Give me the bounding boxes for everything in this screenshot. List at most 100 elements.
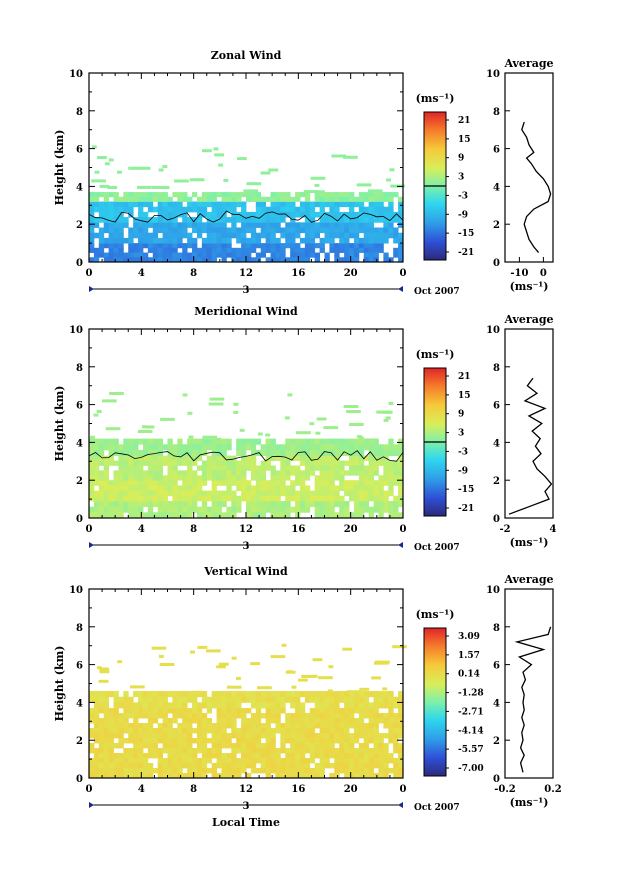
heatmap-cell — [270, 728, 276, 734]
heatmap-cell — [398, 718, 404, 724]
heatmap-cell — [363, 768, 370, 774]
heatmap-cell — [108, 158, 114, 162]
heatmap-cell — [299, 495, 306, 502]
heatmap-cell — [382, 687, 388, 691]
average-y-tick-label: 2 — [493, 220, 500, 231]
heatmap-cell — [113, 713, 119, 719]
heatmap-cell — [174, 179, 189, 183]
heatmap-cell — [216, 512, 222, 519]
heatmap-cell — [113, 718, 119, 724]
heatmap-cell — [260, 222, 267, 228]
heatmap-cell — [118, 490, 124, 497]
heatmap-cell — [315, 431, 321, 435]
heatmap-cell — [290, 196, 296, 202]
heatmap-cell — [89, 232, 95, 239]
heatmap-cell — [319, 748, 325, 754]
heatmap-cell — [265, 743, 271, 749]
heatmap-cell — [358, 512, 365, 519]
heatmap-cell — [323, 426, 339, 430]
heatmap-cell — [93, 768, 100, 774]
heatmap-cell — [329, 211, 335, 218]
heatmap-cell — [147, 723, 154, 729]
heatmap-cell — [201, 470, 208, 476]
heatmap-cell — [378, 247, 384, 253]
heatmap-cell — [206, 753, 213, 759]
heatmap-cell — [268, 168, 279, 172]
heatmap-cell — [295, 495, 301, 502]
heatmap-cell — [299, 449, 306, 457]
heatmap-cell — [98, 691, 105, 698]
heatmap-cell — [329, 708, 335, 714]
heatmap-cell — [285, 237, 291, 244]
heatmap-cell — [236, 691, 242, 698]
heatmap-cell — [196, 206, 203, 213]
heatmap-cell — [349, 196, 355, 202]
heatmap-cell — [236, 470, 242, 476]
heatmap-cell — [265, 733, 271, 739]
heatmap-cell — [206, 506, 213, 513]
heatmap-cell — [147, 733, 154, 739]
heatmap-cell — [167, 728, 173, 734]
heatmap-cell — [241, 480, 247, 486]
heatmap-cell — [192, 475, 198, 481]
heatmap-cell — [314, 438, 320, 445]
heatmap-cell — [138, 733, 144, 739]
heatmap-cell — [152, 222, 159, 228]
heatmap-cell — [206, 723, 213, 729]
heatmap-cell — [108, 773, 114, 779]
heatmap-cell — [265, 495, 271, 502]
heatmap-cell — [98, 470, 105, 476]
heatmap-cell — [201, 758, 208, 764]
heatmap-cell — [299, 728, 306, 734]
heatmap-cell — [196, 708, 203, 714]
heatmap-cell — [187, 743, 193, 749]
heatmap-cell — [138, 490, 144, 497]
heatmap-cell — [334, 512, 340, 519]
heatmap-cell — [162, 247, 168, 253]
heatmap-cell — [211, 512, 217, 519]
heatmap-cell — [388, 512, 394, 519]
heatmap-cell — [123, 460, 129, 466]
heatmap-cell — [98, 718, 105, 724]
heatmap-cell — [103, 696, 110, 703]
heatmap-cell — [231, 723, 237, 729]
heatmap-cell — [211, 211, 217, 218]
heatmap-cell — [373, 773, 379, 779]
heatmap-cell — [221, 217, 227, 223]
heatmap-cell — [285, 465, 291, 471]
heatmap-cell — [265, 196, 271, 202]
heatmap-cell — [339, 713, 345, 719]
heatmap-cell — [113, 768, 119, 774]
heatmap-cell — [147, 196, 154, 202]
heatmap-cell — [290, 733, 296, 739]
heatmap-cell — [187, 748, 193, 754]
heatmap-cell — [393, 227, 399, 234]
y-tick-label: 0 — [76, 774, 83, 785]
heatmap-cell — [349, 423, 364, 426]
heatmap-cell — [373, 237, 379, 244]
heatmap-cell — [93, 512, 100, 519]
heatmap-cell — [349, 708, 355, 714]
heatmap-cell — [103, 713, 110, 719]
heatmap-cell — [246, 227, 252, 234]
heatmap-cell — [231, 192, 237, 198]
heatmap-cell — [206, 768, 213, 774]
heatmap-cell — [246, 196, 252, 202]
heatmap-cell — [93, 748, 100, 754]
heatmap-cell — [187, 758, 193, 764]
heatmap-cell — [393, 713, 399, 719]
heatmap-cell — [138, 460, 144, 466]
heatmap-cell — [216, 465, 222, 471]
heatmap-cell — [138, 222, 144, 228]
heatmap-cell — [157, 748, 163, 754]
colorbar-tick-label: 21 — [458, 116, 471, 126]
heatmap-cell — [177, 252, 183, 258]
heatmap-cell — [93, 480, 100, 486]
heatmap-cell — [304, 758, 311, 764]
heatmap-cell — [265, 455, 271, 461]
heatmap-cell — [118, 738, 124, 744]
heatmap-cell — [142, 470, 149, 476]
heatmap-cell — [285, 222, 291, 228]
heatmap-cell — [296, 431, 311, 435]
heatmap-cell — [398, 723, 404, 729]
